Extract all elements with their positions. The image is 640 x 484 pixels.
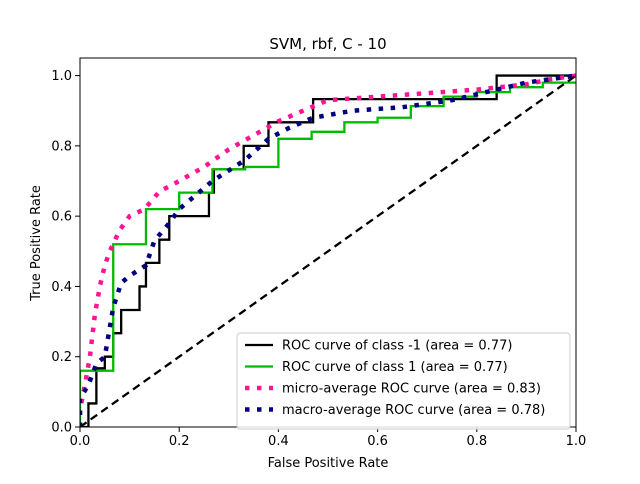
legend-label-2: micro-average ROC curve (area = 0.83) [282,382,541,397]
series-group [80,73,576,427]
y-tick-label: 0.0 [51,421,72,436]
plot-area: 0.0 0.2 0.4 0.6 0.8 1.0 0.0 0.2 0.4 0.6 0.8 1.0 [51,57,587,449]
legend-label-3: macro-average ROC curve (area = 0.78) [282,403,545,418]
y-tick-label: 0.8 [51,139,72,154]
legend: ROC curve of class -1 (area = 0.77) ROC c… [236,332,571,430]
y-axis-label: True Positive Rate [29,185,44,302]
series-line-3 [80,73,576,427]
chance-diagonal-line [80,74,576,427]
y-tick-label: 1.0 [51,69,72,84]
legend-label-1: ROC curve of class 1 (area = 0.77) [282,360,508,375]
y-tick-label: 0.6 [51,210,72,225]
chart-title: SVM, rbf, C - 10 [269,35,386,53]
y-tick-label: 0.2 [51,350,72,365]
series-line-2 [80,73,576,427]
x-tick-label: 0.2 [169,434,190,449]
x-tick-label: 0.0 [70,434,91,449]
legend-box [236,332,571,430]
y-tick-label: 0.4 [51,280,72,295]
x-tick-label: 0.6 [367,434,388,449]
legend-label-0: ROC curve of class -1 (area = 0.77) [282,339,512,354]
x-tick-label: 0.8 [466,434,487,449]
x-tick-label: 0.4 [268,434,289,449]
x-axis-label: False Positive Rate [268,456,389,471]
x-tick-label: 1.0 [566,434,587,449]
